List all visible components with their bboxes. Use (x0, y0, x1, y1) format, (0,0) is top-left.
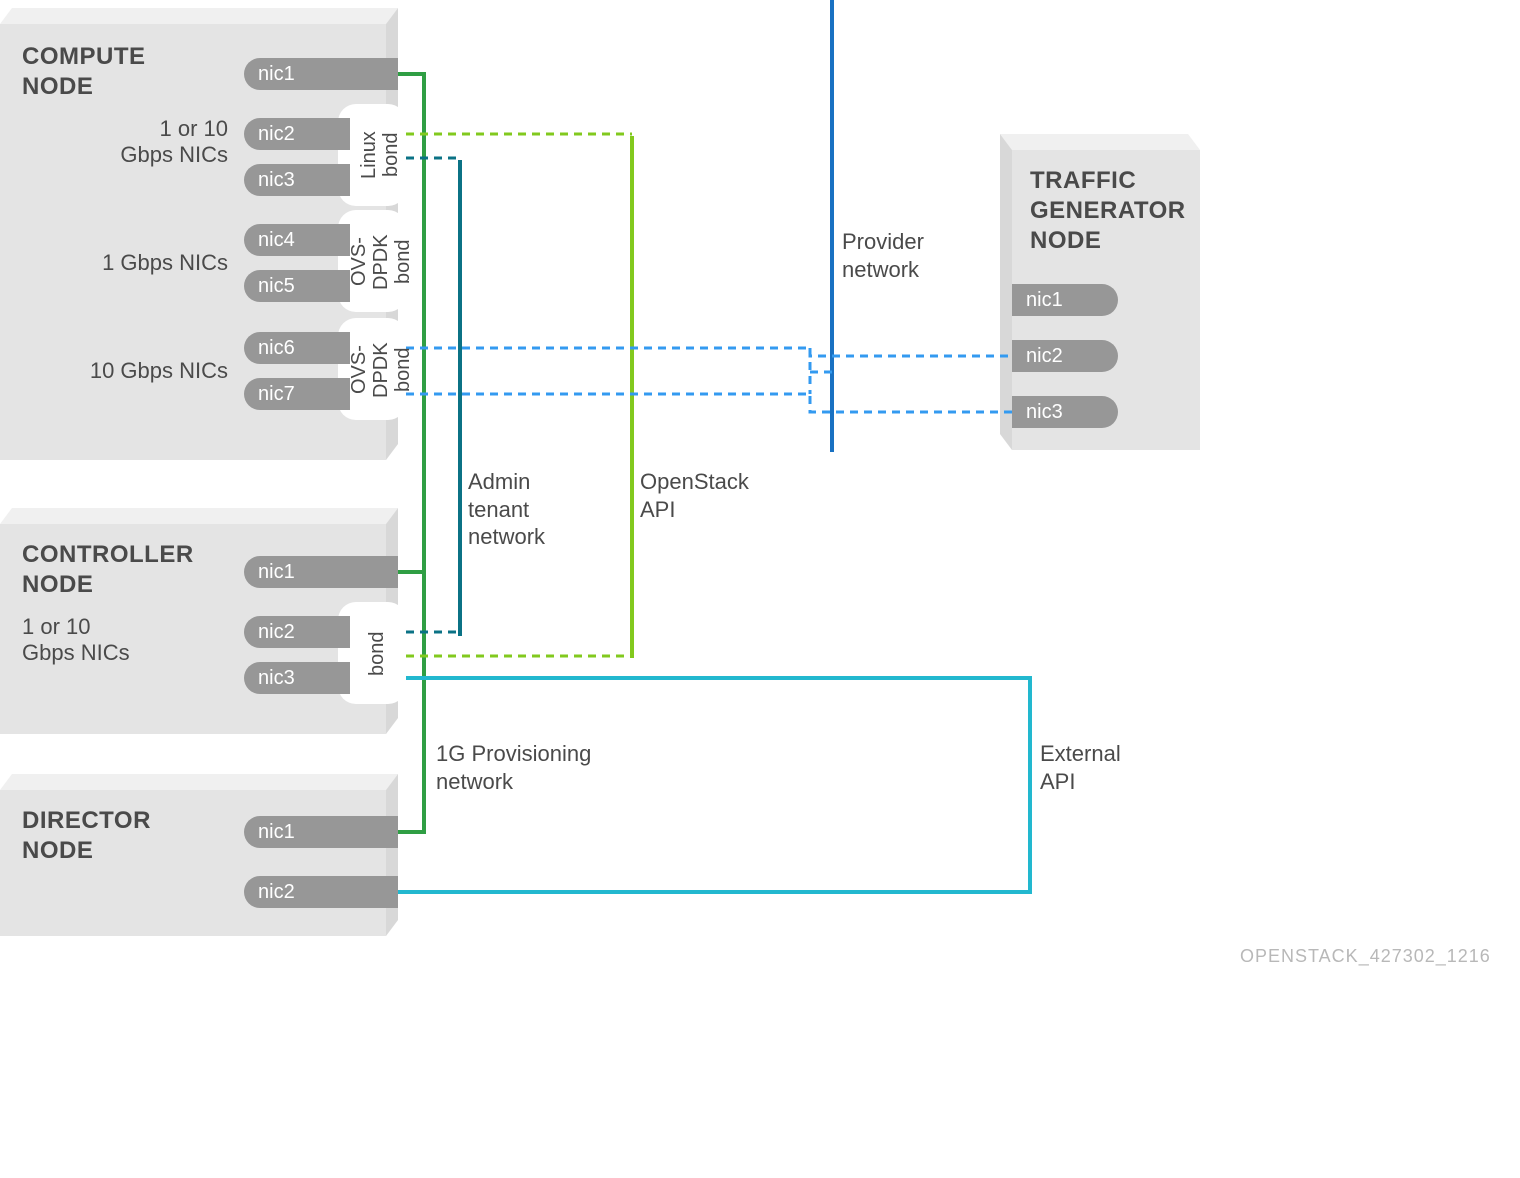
label-compute-nic-speed-1: 1 or 10 Gbps NICs (108, 116, 228, 169)
nic-compute-7: nic7 (244, 378, 350, 410)
title-compute: COMPUTE NODE (22, 42, 146, 102)
nic-traffic-1: nic1 (1012, 284, 1118, 316)
bond-label-linux: Linux bond (358, 112, 402, 198)
nic-traffic-2: nic2 (1012, 340, 1118, 372)
label-compute-nic-speed-2: 1 Gbps NICs (100, 250, 228, 276)
bond-label-ovs1: OVS- DPDK bond (348, 216, 414, 308)
nic-compute-2: nic2 (244, 118, 350, 150)
title-controller: CONTROLLER NODE (22, 540, 194, 600)
title-traffic-l1: TRAFFIC GENERATOR NODE (1030, 167, 1186, 254)
footer-id: OPENSTACK_427302_1216 (1240, 946, 1491, 967)
nic-compute-3: nic3 (244, 164, 350, 196)
title-director-l1: DIRECTOR NODE (22, 807, 151, 864)
title-compute-l1: COMPUTE NODE (22, 43, 146, 100)
title-director: DIRECTOR NODE (22, 806, 151, 866)
net-label-provider: Provider network (842, 228, 924, 283)
net-label-admin: Admin tenant network (468, 468, 545, 551)
net-label-provisioning: 1G Provisioning network (436, 740, 591, 795)
nic-controller-3: nic3 (244, 662, 350, 694)
nic-controller-2: nic2 (244, 616, 350, 648)
bond-label-ovs2: OVS- DPDK bond (348, 324, 414, 416)
net-label-external: External API (1040, 740, 1121, 795)
nic-director-2: nic2 (244, 876, 398, 908)
title-traffic: TRAFFIC GENERATOR NODE (1030, 166, 1186, 256)
nic-compute-6: nic6 (244, 332, 350, 364)
nic-traffic-3: nic3 (1012, 396, 1118, 428)
nic-director-1: nic1 (244, 816, 398, 848)
label-compute-nic-speed-3: 10 Gbps NICs (88, 358, 228, 384)
nic-controller-1: nic1 (244, 556, 398, 588)
title-controller-l1: CONTROLLER NODE (22, 541, 194, 598)
net-label-openstack: OpenStack API (640, 468, 749, 523)
nic-compute-4: nic4 (244, 224, 350, 256)
bond-label-ctrl: bond (366, 622, 388, 686)
nic-compute-1: nic1 (244, 58, 398, 90)
label-controller-nic-speed: 1 or 10 Gbps NICs (22, 614, 142, 667)
nic-compute-5: nic5 (244, 270, 350, 302)
